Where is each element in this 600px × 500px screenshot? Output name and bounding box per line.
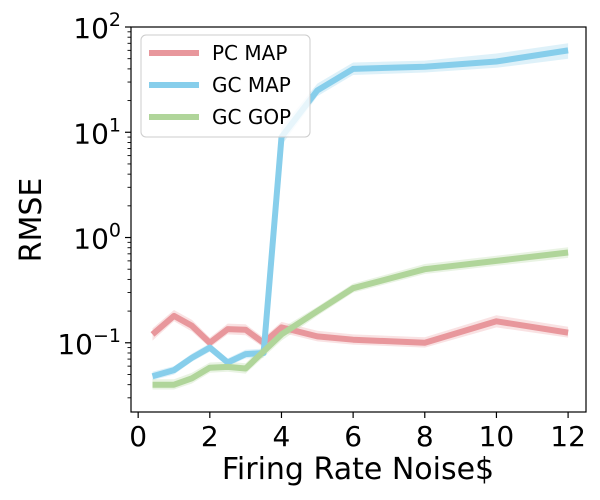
y-tick-label: 100: [73, 220, 121, 256]
x-axis-ticks: 0 2 4 6 8 10 12: [129, 412, 586, 453]
gc-gop-legend-label: GC GOP: [212, 105, 291, 129]
x-tick-label: 8: [416, 420, 434, 453]
y-axis-ticks: 10−1 100 101 102: [57, 9, 131, 399]
y-tick-label: 101: [73, 114, 121, 150]
x-tick-label: 12: [550, 420, 586, 453]
x-tick-label: 0: [129, 420, 147, 453]
x-axis-title: Firing Rate Noise$: [222, 452, 494, 487]
gc-map-legend-label: GC MAP: [212, 73, 291, 97]
legend-box: [140, 34, 311, 138]
gc-gop-line: [152, 249, 569, 388]
y-axis-title: RMSE: [14, 178, 49, 263]
y-tick-label: 10−1: [57, 325, 121, 361]
x-tick-label: 6: [344, 420, 362, 453]
plot-frame: [130, 26, 587, 413]
x-tick-label: 2: [201, 420, 219, 453]
legend: PC MAP GC MAP GC GOP: [140, 34, 311, 138]
pc-map-line: [150, 312, 569, 346]
y-tick-label: 102: [73, 9, 121, 45]
x-tick-label: 10: [479, 420, 515, 453]
pc-map-legend-label: PC MAP: [212, 41, 287, 65]
series-lines: [150, 47, 569, 388]
x-tick-label: 4: [273, 420, 291, 453]
